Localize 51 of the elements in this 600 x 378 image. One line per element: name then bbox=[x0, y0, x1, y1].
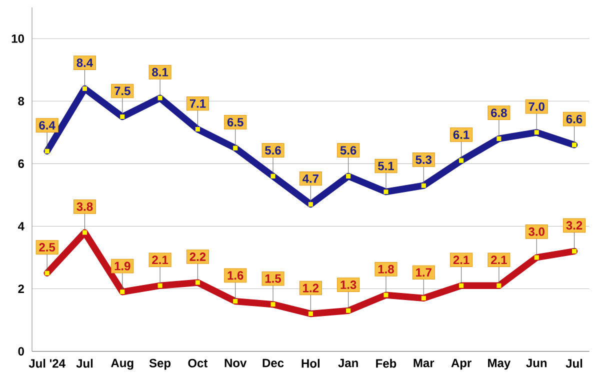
data-label: 8.1 bbox=[152, 68, 168, 76]
data-label: 8.4 bbox=[76, 58, 94, 68]
x-tick-label: Dec bbox=[262, 358, 284, 368]
data-label: 2.2 bbox=[190, 252, 206, 261]
y-tick-label: 10 bbox=[12, 34, 24, 43]
data-label: 1.2 bbox=[303, 284, 319, 292]
data-label: 1.5 bbox=[265, 274, 282, 283]
data-label: 6.4 bbox=[39, 121, 56, 130]
data-label: 1.6 bbox=[228, 271, 244, 280]
data-label: 3.8 bbox=[76, 202, 93, 211]
x-tick-label: Mar bbox=[414, 358, 434, 368]
data-label: 2.1 bbox=[453, 256, 470, 264]
x-tick-label: Jul bbox=[566, 358, 582, 368]
x-tick-label: Hol bbox=[302, 358, 320, 368]
data-label: 3.2 bbox=[566, 221, 582, 230]
x-tick-label: Sep bbox=[149, 358, 171, 370]
y-tick-label: 2 bbox=[18, 284, 24, 293]
data-label: 1.3 bbox=[340, 280, 356, 290]
data-label: 2.1 bbox=[152, 256, 168, 264]
data-label: 7.1 bbox=[190, 99, 206, 108]
x-tick-label: Jan bbox=[338, 358, 358, 368]
data-label: 3.0 bbox=[528, 227, 544, 236]
data-label: 6.8 bbox=[491, 108, 507, 118]
data-label: 6.1 bbox=[453, 130, 470, 139]
data-label: 6.5 bbox=[227, 118, 244, 126]
y-tick-label: 8 bbox=[18, 96, 24, 106]
x-tick-label: Jul '24 bbox=[28, 358, 66, 368]
data-label: 1.7 bbox=[416, 268, 432, 277]
data-label: 5.1 bbox=[378, 162, 394, 170]
x-tick-label: Nov bbox=[224, 358, 247, 368]
x-tick-label: Oct bbox=[188, 358, 208, 368]
data-label: 7.5 bbox=[114, 86, 130, 96]
data-label: 2.5 bbox=[39, 243, 56, 252]
data-label: 5.3 bbox=[416, 155, 432, 164]
x-tick-label: Feb bbox=[376, 358, 396, 368]
y-tick-label: 6 bbox=[18, 159, 24, 168]
x-tick-label: Jun bbox=[526, 358, 547, 368]
data-label: 6.6 bbox=[566, 114, 582, 124]
data-label: 5.6 bbox=[340, 146, 356, 155]
data-label: 5.6 bbox=[265, 146, 281, 155]
x-tick-label: Jul bbox=[76, 358, 93, 368]
x-tick-label: Aug bbox=[111, 358, 134, 370]
y-tick-label: 4 bbox=[18, 222, 24, 230]
data-label: 1.8 bbox=[378, 264, 394, 274]
x-tick-label: May bbox=[488, 358, 511, 370]
data-label: 7.0 bbox=[528, 102, 544, 111]
data-label: 2.1 bbox=[491, 256, 507, 264]
data-label: 4.7 bbox=[302, 174, 318, 183]
data-label: 1.9 bbox=[114, 262, 130, 270]
x-tick-label: Apr bbox=[451, 358, 472, 370]
y-tick-label: 0 bbox=[18, 347, 24, 356]
